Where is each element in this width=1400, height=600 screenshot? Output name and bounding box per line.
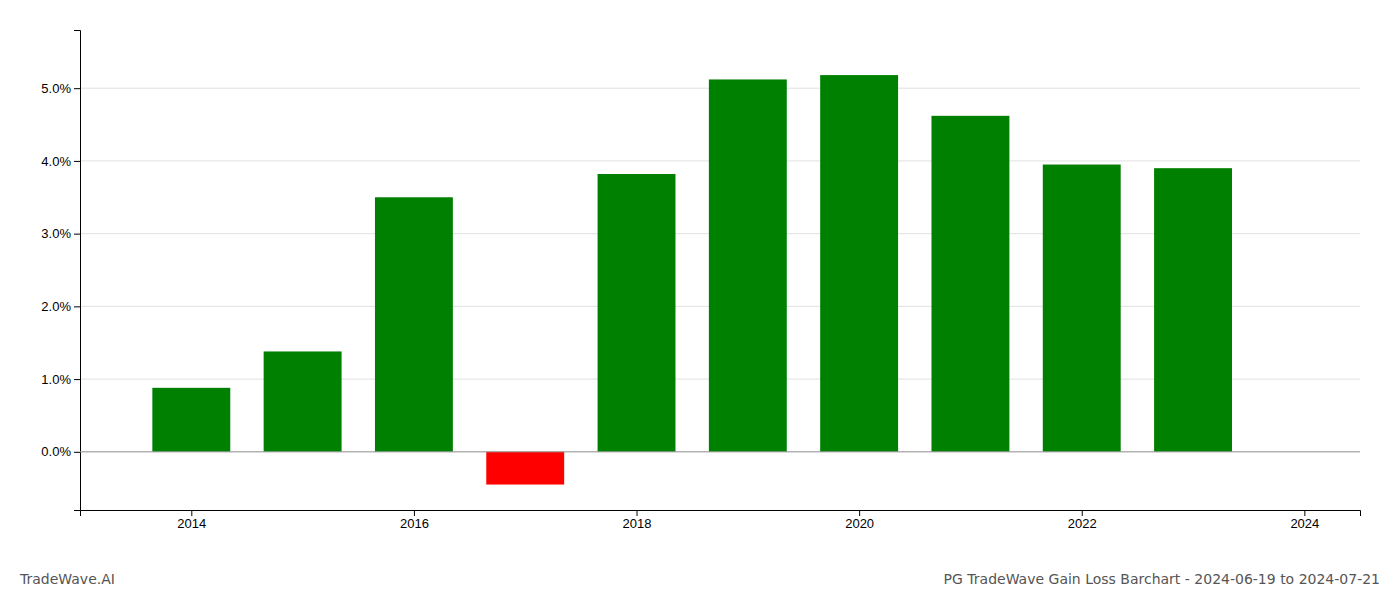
y-tick: 4.0% [41, 154, 80, 169]
x-tick: 2022 [1068, 510, 1097, 531]
y-tick-label: 3.0% [41, 226, 71, 241]
bar [1043, 165, 1121, 452]
y-tick-mark [74, 88, 80, 89]
x-tick: 2024 [1290, 510, 1319, 531]
bar [820, 75, 898, 452]
y-tick-label: 0.0% [41, 444, 71, 459]
y-tick-mark [74, 234, 80, 235]
x-tick-label: 2014 [177, 516, 206, 531]
x-tick-label: 2024 [1290, 516, 1319, 531]
watermark: TradeWave.AI [19, 571, 115, 587]
y-tick-label: 5.0% [41, 81, 71, 96]
x-tick: 2020 [845, 510, 874, 531]
grid-line [80, 451, 1360, 452]
x-tick-label: 2020 [845, 516, 874, 531]
y-tick: 1.0% [41, 372, 80, 387]
y-tick-mark [74, 306, 80, 307]
x-tick: 2018 [623, 510, 652, 531]
bar [598, 174, 676, 452]
title: PG TradeWave Gain Loss Barchart - 2024-0… [944, 571, 1380, 587]
x-tick: 2014 [177, 510, 206, 531]
plot: 2014 2016 2018 2020 2022 2024 0.0% 1.0% 2.0% 3.0%… [41, 31, 1360, 532]
y-tick: 5.0% [41, 81, 80, 96]
x-axis: 2014 2016 2018 2020 2022 2024 [81, 510, 1361, 531]
x-tick-mark [859, 510, 860, 516]
x-tick-label: 2016 [400, 516, 429, 531]
x-tick-mark [637, 510, 638, 516]
y-tick-label: 1.0% [41, 372, 71, 387]
y-tick-mark [74, 161, 80, 162]
bar [1154, 168, 1232, 452]
x-tick-mark [1082, 510, 1083, 516]
x-tick-label: 2022 [1068, 516, 1097, 531]
bar [931, 116, 1009, 452]
y-axis-line [74, 31, 81, 511]
bar [375, 197, 453, 452]
y-tick-label: 2.0% [41, 299, 71, 314]
y-tick: 0.0% [41, 444, 80, 459]
y-axis: 0.0% 1.0% 2.0% 3.0% 4.0% 5.0% [41, 31, 80, 511]
x-tick-mark [1304, 510, 1305, 516]
chart: 2014 2016 2018 2020 2022 2024 0.0% 1.0% 2.0% 3.0%… [0, 0, 1400, 600]
bar [486, 452, 564, 485]
bar [152, 388, 230, 452]
y-tick-mark [74, 452, 80, 453]
y-tick-mark [74, 379, 80, 380]
bar [264, 351, 342, 451]
y-tick: 3.0% [41, 226, 80, 241]
bars [152, 75, 1232, 484]
x-tick-label: 2018 [623, 516, 652, 531]
y-tick-label: 4.0% [41, 154, 71, 169]
x-tick-mark [414, 510, 415, 516]
x-axis-line [81, 511, 1361, 517]
y-tick: 2.0% [41, 299, 80, 314]
bar [709, 79, 787, 451]
x-tick: 2016 [400, 510, 429, 531]
x-tick-mark [191, 510, 192, 516]
zero-line [80, 451, 1360, 452]
